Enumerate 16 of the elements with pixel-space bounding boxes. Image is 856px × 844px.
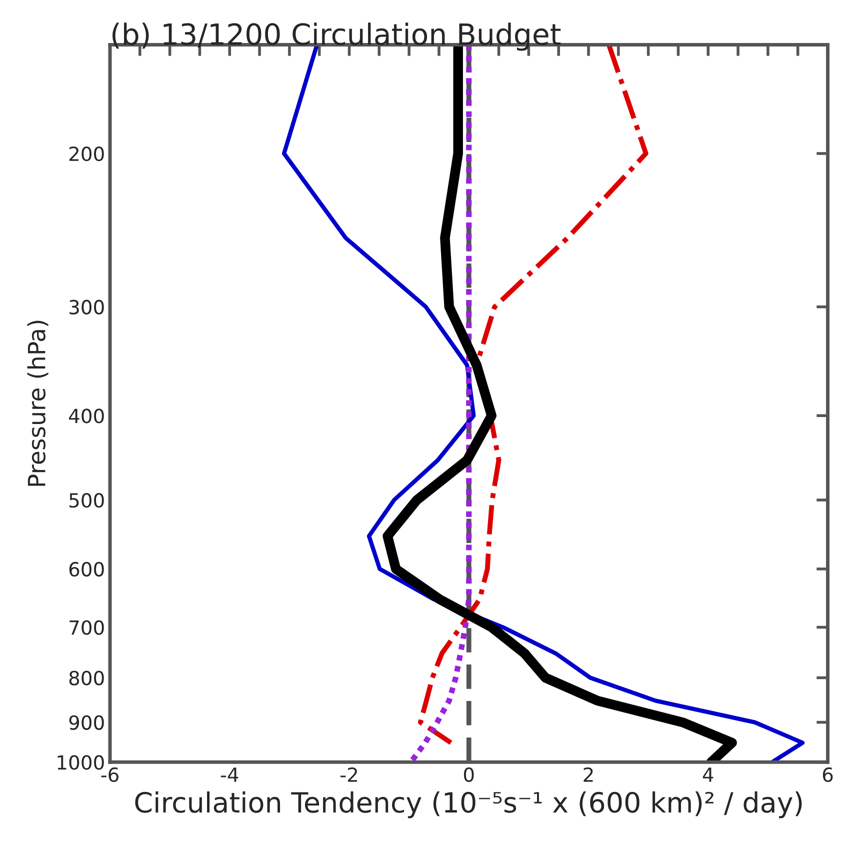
y-tick-label: 900 bbox=[69, 715, 104, 730]
x-tick-label: -2 bbox=[340, 767, 357, 782]
y-tick-label: 600 bbox=[69, 562, 104, 577]
y-tick-label: 700 bbox=[70, 620, 104, 635]
x-tick-label: 6 bbox=[822, 767, 833, 782]
x-tick-label: 4 bbox=[702, 768, 714, 782]
y-axis-title: Pressure (hPa) bbox=[27, 320, 48, 486]
x-tick-label: 0 bbox=[464, 767, 474, 782]
x-tick-label: -4 bbox=[220, 768, 238, 782]
y-tick-label: 200 bbox=[69, 146, 104, 162]
x-axis-title: Circulation Tendency (10⁻⁵s⁻¹ x (600 km)² / day) bbox=[135, 791, 802, 818]
y-tick-label: 400 bbox=[68, 408, 104, 424]
x-tick-label: 2 bbox=[584, 767, 593, 782]
y-tick-label: 800 bbox=[69, 670, 104, 686]
y-tick-label: 500 bbox=[70, 492, 104, 508]
y-tick-label: 300 bbox=[70, 300, 104, 315]
